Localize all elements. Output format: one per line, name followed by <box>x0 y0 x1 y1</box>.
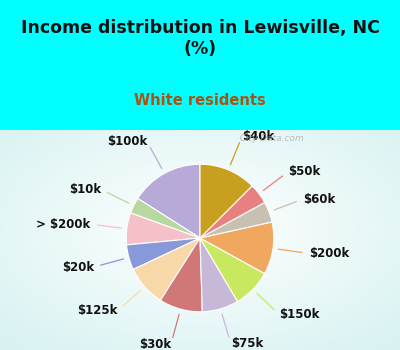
Wedge shape <box>130 198 200 238</box>
Wedge shape <box>126 238 200 270</box>
Wedge shape <box>200 186 265 238</box>
Wedge shape <box>138 164 200 238</box>
Wedge shape <box>133 238 200 300</box>
Text: $10k: $10k <box>69 183 101 196</box>
Text: Income distribution in Lewisville, NC
(%): Income distribution in Lewisville, NC (%… <box>20 19 380 58</box>
Text: $40k: $40k <box>242 130 274 143</box>
Text: $150k: $150k <box>279 308 320 321</box>
Text: City-Data.com: City-Data.com <box>234 134 304 143</box>
Text: $20k: $20k <box>62 260 94 274</box>
Text: $125k: $125k <box>77 304 117 317</box>
Wedge shape <box>200 238 238 312</box>
Text: > $200k: > $200k <box>36 218 91 231</box>
Wedge shape <box>200 202 272 238</box>
Text: White residents: White residents <box>134 93 266 108</box>
Text: $75k: $75k <box>231 337 263 350</box>
Text: $50k: $50k <box>288 165 320 178</box>
Wedge shape <box>200 238 265 301</box>
Wedge shape <box>126 213 200 245</box>
Text: $100k: $100k <box>107 135 147 148</box>
Wedge shape <box>200 164 252 238</box>
Wedge shape <box>160 238 202 312</box>
Text: $30k: $30k <box>139 338 171 350</box>
Wedge shape <box>200 222 274 274</box>
Text: $60k: $60k <box>303 193 335 205</box>
Text: $200k: $200k <box>309 247 349 260</box>
